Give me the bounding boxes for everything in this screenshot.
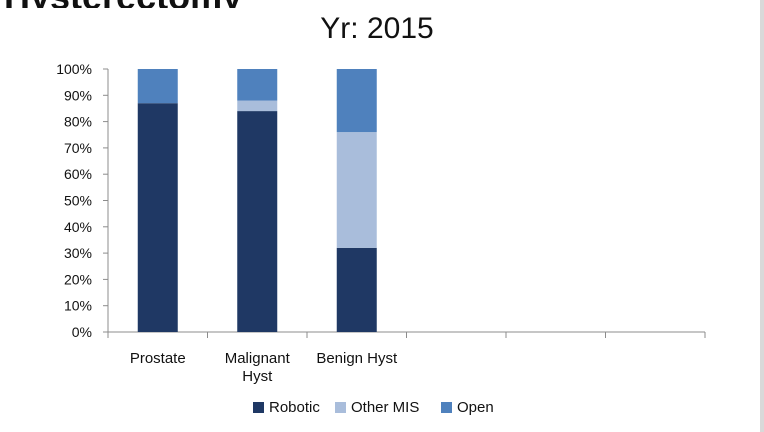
y-tick-label: 40% [64, 219, 92, 235]
bar-segment-open [237, 69, 278, 101]
bar-segment-other-mis [336, 132, 377, 248]
slide-heading-cut: Hysterectomy [4, 0, 242, 8]
x-tick-label: Prostate [130, 350, 186, 367]
y-tick-label: 10% [64, 298, 92, 314]
bar-segment-other-mis [237, 100, 278, 112]
x-tick-label: Benign Hyst [316, 350, 398, 367]
chart-title: Yr: 2015 [320, 12, 433, 45]
bar-segment-robotic [336, 247, 377, 332]
legend-swatch [335, 402, 346, 413]
y-tick-label: 90% [64, 87, 92, 103]
bar-segment-open [336, 69, 377, 133]
bar-segment-robotic [137, 103, 178, 332]
slide-edge [760, 0, 764, 432]
y-tick-label: 60% [64, 166, 92, 182]
bars [137, 69, 377, 332]
x-axis: Prostate Malignant Hyst Benign Hyst [107, 331, 706, 385]
y-axis: 0% 10% 20% 30% 40% 50% 60% 70% 80% 90% 100% [56, 61, 109, 340]
legend-swatch [441, 402, 452, 413]
legend-label: Robotic [269, 399, 320, 416]
y-tick-label: 70% [64, 140, 92, 156]
y-tick-label: 30% [64, 245, 92, 261]
bar-segment-open [137, 69, 178, 104]
y-tick-label: 0% [72, 324, 92, 340]
y-tick-label: 50% [64, 193, 92, 209]
y-tick-label: 20% [64, 271, 92, 287]
y-tick-label: 80% [64, 114, 92, 130]
x-tick-label: Malignant Hyst [225, 350, 291, 385]
y-tick-label: 100% [56, 61, 92, 77]
legend: Robotic Other MIS Open [253, 399, 494, 416]
legend-swatch [253, 402, 264, 413]
legend-label: Open [457, 399, 494, 416]
bar-segment-robotic [237, 111, 278, 332]
legend-label: Other MIS [351, 399, 419, 416]
